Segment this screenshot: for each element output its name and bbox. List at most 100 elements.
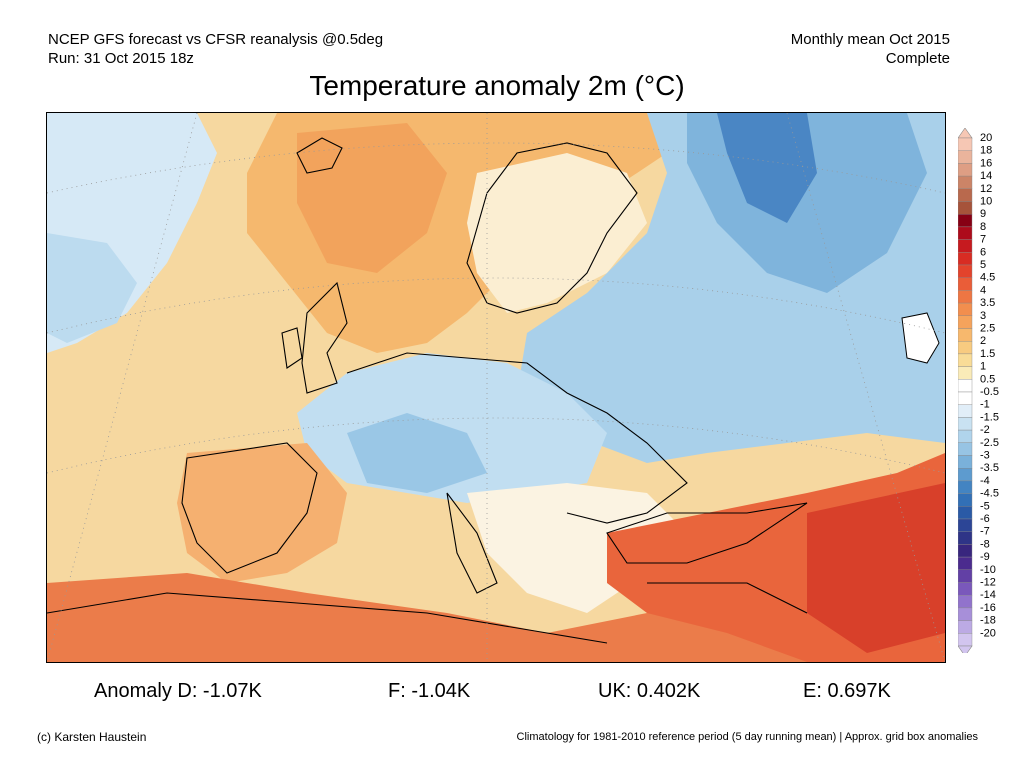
anomaly-region-hot-core [807,483,945,653]
colorbar-swatch [958,429,973,444]
colorbar-swatch [958,506,973,520]
colorbar-label: 3.5 [980,297,995,309]
colorbar-label: 6 [980,246,986,258]
colorbar-swatch [958,277,973,291]
ireland-outline [281,327,303,369]
colorbar-label: -8 [980,538,990,550]
colorbar-swatch [958,137,973,151]
colorbar-label: 3 [980,310,986,322]
north-africa-coast [47,592,608,644]
colorbar-swatch [958,315,973,329]
colorbar-swatch [958,163,973,177]
colorbar-label: -14 [980,589,996,601]
colorbar-label: -4 [980,475,990,487]
colorbar-label: 4.5 [980,272,995,284]
caspian-sea [901,312,940,364]
colorbar-swatch [958,150,973,164]
colorbar-label: 5 [980,259,986,271]
anomaly-region-cool-nw-core [47,233,137,343]
scandinavia-outline [466,142,638,314]
colorbar-label: -5 [980,500,990,512]
anomaly-map [46,112,946,663]
stat-anomaly-d: Anomaly D: -1.07K [94,680,262,702]
colorbar-label: -20 [980,627,996,639]
colorbar-swatch [958,201,973,215]
continental-coast [346,352,688,524]
stat-anomaly-uk: UK: 0.402K [598,680,701,702]
colorbar-label: 1.5 [980,348,995,360]
colorbar-swatch [958,620,973,634]
colorbar-swatch [958,252,973,266]
graticule [47,113,945,662]
colorbar-label: -9 [980,551,990,563]
colorbar-label: -16 [980,602,996,614]
colorbar-swatch [958,518,973,532]
colorbar-swatch [958,556,973,571]
colorbar-swatch [958,353,973,367]
iberia-outline [181,442,318,574]
colorbar-label: 7 [980,234,986,246]
colorbar-bottom-arrow [958,645,973,653]
colorbar-label: 10 [980,196,992,208]
colorbar-labels: 201816141210987654.543.532.521.510.5-0.5… [980,132,999,639]
british-isles-outline [301,281,348,394]
stat-anomaly-e: E: 0.697K [803,680,891,702]
colorbar-label: -18 [980,615,996,627]
colorbar-swatch [958,582,973,596]
colorbar-swatch [958,290,973,304]
anomaly-region-cold-peak [717,113,817,223]
colorbar-swatch [958,544,973,558]
climatology-note: Climatology for 1981-2010 reference peri… [516,731,978,743]
colorbar-swatch [958,302,973,317]
colorbar-label: -12 [980,577,996,589]
colorbar-label: -2 [980,424,990,436]
colorbar-label: 9 [980,208,986,220]
colorbar-swatch [958,175,973,189]
colorbar-swatch [958,391,973,405]
colorbar-swatch [958,468,973,482]
colorbar-swatch [958,213,973,228]
map-image [47,113,945,662]
colorbar-swatch [958,366,973,380]
colorbar-swatches [958,128,973,653]
black-sea-outline [606,502,808,564]
status-label: Complete [885,50,950,67]
colorbar-label: -3 [980,450,990,462]
colorbar-top-arrow [958,128,973,139]
colorbar-swatch [958,226,973,240]
run-time: Run: 31 Oct 2015 18z [48,50,194,67]
colorbar-label: 20 [980,132,992,144]
colorbar-label: -10 [980,564,996,576]
colorbar-swatch [958,328,973,342]
colorbar-swatch [958,633,973,647]
colorbar-label: 8 [980,221,986,233]
header-right: Monthly mean Oct 2015 Complete [791,30,950,68]
anomaly-region-iberia [177,443,347,583]
colorbar-label: 2 [980,335,986,347]
colorbar-swatch [958,455,973,469]
colorbar-label: -7 [980,526,990,538]
colorbar-swatch [958,417,973,431]
colorbar-swatch [958,493,973,507]
colorbar-label: -1 [980,399,990,411]
colorbar-label: -0.5 [980,386,999,398]
coastlines [47,137,808,644]
colorbar-swatch [958,595,973,609]
colorbar-swatch [958,264,973,278]
colorbar-label: 14 [980,170,992,182]
anomaly-region-cool-alps [347,413,487,493]
colorbar-swatch [958,188,973,202]
header-left: NCEP GFS forecast vs CFSR reanalysis @0.… [48,30,383,68]
colorbar-swatch [958,404,973,418]
colorbar-swatch [958,239,973,253]
model-description: NCEP GFS forecast vs CFSR reanalysis @0.… [48,31,384,48]
turkey-coast [647,582,808,614]
colorbar-label: -3.5 [980,462,999,474]
colorbar-label: 12 [980,183,992,195]
iceland-outline [296,137,343,174]
colorbar-label: 0.5 [980,373,995,385]
colorbar-swatch [958,442,973,456]
anomaly-region-warm-iceland [297,123,447,273]
copyright: (c) Karsten Haustein [37,730,147,744]
graticule-line [786,113,945,662]
